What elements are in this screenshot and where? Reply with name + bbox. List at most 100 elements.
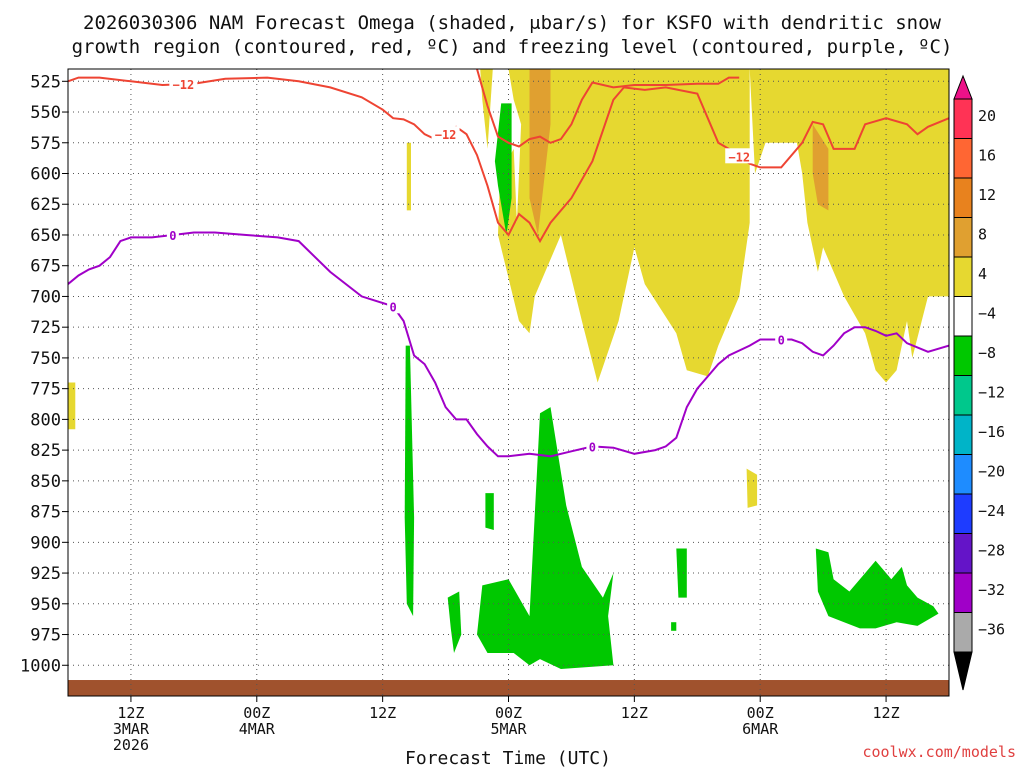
contour-labels: −12 −12 −12 0 0 0 0 <box>166 76 788 454</box>
colorbar-segment-9 <box>953 454 973 495</box>
freezing-label-bg-1 <box>387 298 400 314</box>
freezing-level-line <box>68 231 949 458</box>
dgz-contours <box>68 69 949 244</box>
omega-region-11 <box>477 407 614 669</box>
colorbar-segment-11 <box>953 533 973 574</box>
colorbar-label-3: 8 <box>978 226 987 244</box>
colorbar-segment-2 <box>953 177 973 218</box>
colorbar-label-10: −24 <box>978 502 1005 520</box>
y-tick-label-5: 650 <box>30 226 61 246</box>
credit-text: coolwx.com/models <box>862 743 1016 761</box>
omega-region-4 <box>746 468 758 508</box>
colorbar-label-7: −12 <box>978 384 1005 402</box>
x-tick-label-3-1: 5MAR <box>490 720 527 738</box>
colorbar-label-9: −20 <box>978 463 1005 481</box>
colorbar-label-13: −36 <box>978 621 1005 639</box>
x-tick-label-2-0: 12Z <box>369 704 396 722</box>
x-tick-label-0-0: 12Z <box>117 704 144 722</box>
x-tick-label-5-1: 6MAR <box>742 720 779 738</box>
y-tick-label-13: 850 <box>30 472 61 492</box>
omega-region-9 <box>404 345 415 617</box>
colorbar-segment-10 <box>953 493 973 534</box>
chart-title-line-2: growth region (contoured, red, ºC) and f… <box>72 36 953 58</box>
colorbar-segment-6 <box>953 335 973 376</box>
y-tick-label-12: 825 <box>30 441 61 461</box>
x-tick-label-5-0: 00Z <box>747 704 774 722</box>
colorbar-label-6: −8 <box>978 344 996 362</box>
y-tick-label-3: 600 <box>30 165 61 185</box>
terrain-band <box>68 680 949 696</box>
colorbar-bottom-arrow <box>953 651 973 691</box>
colorbar: 20 16 12 8 4 −4 −8 −12 −16 −20 −24 −28 −32 −36 <box>953 74 1005 691</box>
y-tick-label-7: 700 <box>30 287 61 307</box>
colorbar-label-1: 16 <box>978 147 996 165</box>
dgz-label-bg-1 <box>431 126 460 142</box>
colorbar-label-4: 4 <box>978 265 987 283</box>
y-tick-label-10: 775 <box>30 380 61 400</box>
freezing-label-bg-3 <box>775 331 788 347</box>
colorbar-segment-3 <box>953 217 973 258</box>
x-tick-label-0-1: 3MAR <box>113 720 150 738</box>
freezing-label-3: 0 <box>778 333 785 347</box>
colorbar-segment-12 <box>953 572 973 613</box>
omega-region-15 <box>815 548 939 629</box>
dgz-label-bg-2 <box>725 148 754 164</box>
y-tick-label-18: 975 <box>30 626 61 646</box>
y-tick-label-15: 900 <box>30 533 61 553</box>
y-tick-label-9: 750 <box>30 349 61 369</box>
terrain <box>68 680 949 696</box>
x-axis-label: Forecast Time (UTC) <box>405 748 611 768</box>
y-tick-label-4: 625 <box>30 195 61 215</box>
colorbar-segment-5 <box>953 296 973 337</box>
colorbar-segment-7 <box>953 375 973 416</box>
colorbar-segment-8 <box>953 414 973 455</box>
omega-region-7 <box>812 124 829 211</box>
y-tick-label-17: 950 <box>30 595 61 615</box>
freezing-label-bg-2 <box>586 438 599 454</box>
grid <box>68 69 949 696</box>
colorbar-segment-0 <box>953 98 973 139</box>
x-tick-label-0-2: 2026 <box>113 736 149 754</box>
chart-title-line-1: 2026030306 NAM Forecast Omega (shaded, μ… <box>83 12 941 34</box>
dgz-contour-line-main <box>68 76 949 244</box>
y-tick-label-11: 800 <box>30 410 61 430</box>
colorbar-label-5: −4 <box>978 305 996 323</box>
colorbar-label-8: −16 <box>978 423 1005 441</box>
x-tick-label-4-0: 12Z <box>621 704 648 722</box>
y-tick-label-2: 575 <box>30 134 61 154</box>
omega-region-1 <box>498 69 750 383</box>
dgz-label-bg-0 <box>169 76 198 92</box>
freezing-level-contour <box>68 231 949 458</box>
omega-region-12 <box>447 591 462 653</box>
x-tick-label-1-0: 00Z <box>243 704 270 722</box>
omega-region-14 <box>671 622 677 631</box>
omega-region-13 <box>676 548 687 598</box>
colorbar-segment-4 <box>953 256 973 297</box>
y-axis: 525 550 575 600 625 650 675 700 725 750 775 800 825 8… <box>20 72 68 676</box>
y-tick-label-6: 675 <box>30 257 61 277</box>
y-tick-label-0: 525 <box>30 72 61 92</box>
y-tick-label-19: 1000 <box>20 656 61 676</box>
colorbar-segment-13 <box>953 612 973 653</box>
y-tick-label-14: 875 <box>30 503 61 523</box>
colorbar-label-12: −32 <box>978 581 1005 599</box>
dgz-label-1: −12 <box>435 128 457 142</box>
y-tick-label-16: 925 <box>30 564 61 584</box>
dgz-label-0: −12 <box>173 78 195 92</box>
colorbar-label-0: 20 <box>978 107 996 125</box>
omega-region-6 <box>529 69 551 235</box>
freezing-label-1: 0 <box>390 300 397 314</box>
freezing-label-0: 0 <box>169 229 176 243</box>
colorbar-label-2: 12 <box>978 186 996 204</box>
y-tick-label-1: 550 <box>30 103 61 123</box>
freezing-label-bg-0 <box>166 226 179 242</box>
freezing-label-2: 0 <box>589 440 596 454</box>
omega-region-5 <box>406 142 411 211</box>
dgz-contour-line-upper <box>476 69 740 148</box>
x-tick-label-3-0: 00Z <box>495 704 522 722</box>
x-tick-label-1-1: 4MAR <box>239 720 276 738</box>
y-tick-label-8: 725 <box>30 318 61 338</box>
dgz-label-2: −12 <box>728 150 750 164</box>
